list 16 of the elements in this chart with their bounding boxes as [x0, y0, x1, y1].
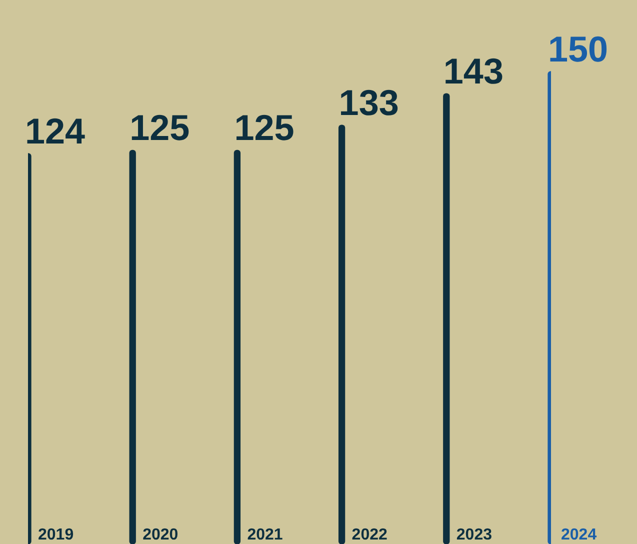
bar: [443, 93, 450, 544]
data-label: 150: [548, 28, 608, 70]
data-label: 143: [443, 50, 504, 92]
bar: [234, 150, 241, 544]
x-tick-label: 2020: [142, 526, 178, 544]
data-label: 125: [130, 107, 190, 148]
bar: [129, 150, 136, 544]
x-tick-label: 2019: [38, 526, 74, 544]
x-tick-label: 2024: [561, 526, 597, 544]
x-tick-label: 2023: [456, 526, 492, 544]
x-tick-label: 2021: [247, 526, 283, 544]
bar: [338, 124, 346, 544]
data-label: 124: [25, 110, 86, 152]
x-tick-label: 2022: [352, 526, 388, 544]
data-label: 133: [338, 82, 399, 123]
data-label: 125: [234, 107, 294, 148]
